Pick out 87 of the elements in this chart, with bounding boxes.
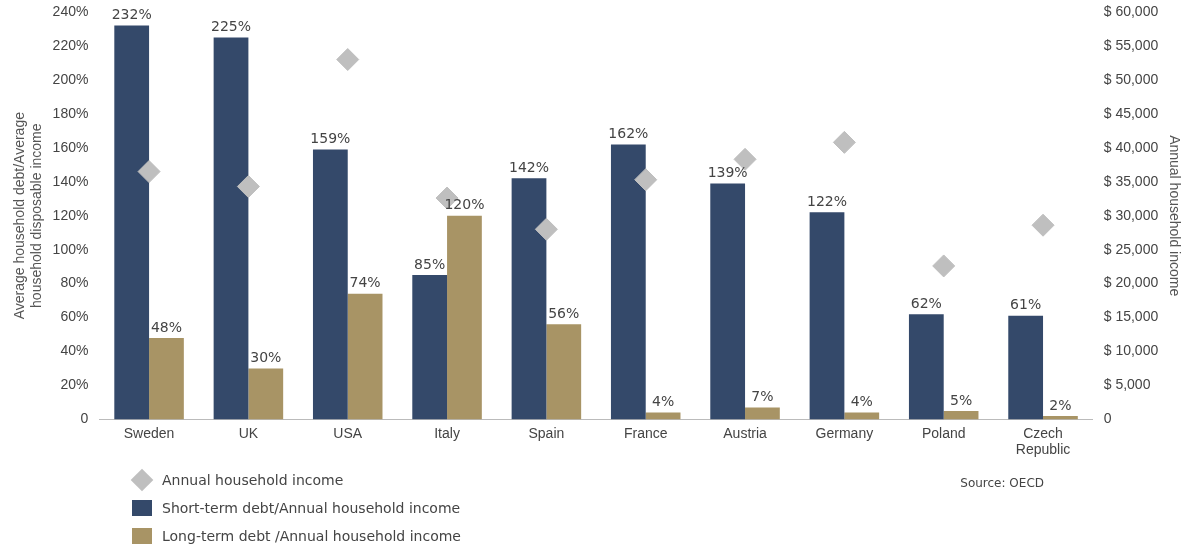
x-tick-label: Czech Republic	[1015, 424, 1071, 458]
y2-tick-label: $ 45,000	[1103, 104, 1159, 121]
y-axis-title: Average household debt/Average household disposable income	[11, 111, 45, 320]
x-tick-label: Austria	[723, 424, 768, 441]
data-label: 4%	[651, 393, 675, 410]
y-tick-label: 20%	[60, 376, 89, 393]
point	[932, 254, 956, 278]
data-label: 225%	[211, 18, 252, 35]
data-label: 139%	[707, 164, 748, 181]
legend-label: Long-term debt /Annual household income	[162, 528, 461, 544]
y2-tick-label: $ 60,000	[1103, 2, 1159, 19]
y2-tick-label: $ 25,000	[1103, 240, 1159, 257]
bar	[149, 337, 184, 420]
x-tick-label: Spain	[528, 424, 565, 441]
y2-axis-title: Annual household income	[1166, 135, 1183, 297]
bar	[1008, 315, 1044, 420]
y-tick-label: 100%	[52, 240, 89, 257]
bar	[943, 410, 979, 420]
data-label: 56%	[548, 304, 580, 321]
y-tick-label: 80%	[60, 274, 89, 291]
source-note: Source: OECD	[960, 476, 1044, 490]
y-tick-label: 40%	[60, 342, 89, 359]
y2-tick-label: $ 5,000	[1103, 376, 1151, 393]
bar	[546, 324, 582, 420]
x-tick-label: Germany	[815, 424, 874, 441]
bar	[610, 144, 646, 420]
y2-tick-label: $ 30,000	[1103, 206, 1159, 223]
y-tick-label: 200%	[52, 70, 89, 87]
y-tick-label: 220%	[52, 36, 89, 53]
bar	[745, 407, 780, 420]
data-label: 2%	[1049, 396, 1072, 413]
y2-tick-label: $ 40,000	[1103, 138, 1159, 155]
x-tick-label: UK	[238, 424, 259, 441]
x-tick-label: USA	[333, 424, 363, 441]
y-tick-label: 0	[80, 410, 89, 427]
bar	[248, 368, 284, 420]
bar	[710, 183, 746, 420]
y2-tick-label: $ 50,000	[1103, 70, 1159, 87]
y2-tick-label: $ 15,000	[1103, 308, 1159, 325]
bar	[447, 215, 482, 420]
point	[534, 217, 558, 241]
point	[137, 160, 161, 184]
y-tick-label: 240%	[52, 2, 89, 19]
bar	[213, 37, 249, 420]
y2-tick-label: $ 35,000	[1103, 172, 1159, 189]
data-label: 7%	[751, 388, 774, 405]
data-label: 74%	[349, 274, 381, 291]
point	[832, 130, 856, 154]
point	[236, 175, 260, 198]
bar	[347, 293, 383, 420]
data-label: 30%	[250, 349, 282, 366]
y-tick-label: 120%	[52, 206, 89, 223]
y-tick-label: 160%	[52, 138, 89, 155]
bar	[908, 314, 944, 420]
data-label: 85%	[414, 255, 446, 272]
y-tick-label: 180%	[52, 104, 89, 121]
x-tick-label: Poland	[921, 424, 966, 441]
data-label: 61%	[1010, 296, 1042, 313]
x-tick-label: Sweden	[123, 424, 175, 441]
y2-tick-label: $ 55,000	[1103, 36, 1159, 53]
y2-tick-label: 0	[1103, 410, 1112, 427]
data-label: 48%	[150, 318, 183, 335]
data-label: 232%	[111, 6, 152, 23]
data-label: 4%	[850, 393, 873, 410]
point	[1031, 213, 1055, 237]
point	[634, 168, 658, 192]
x-tick-label: France	[623, 424, 668, 441]
bar	[809, 212, 845, 420]
data-label: 159%	[310, 130, 351, 147]
y-tick-label: 140%	[52, 172, 89, 189]
bar	[412, 275, 448, 420]
data-label: 122%	[806, 192, 848, 209]
legend-label: Annual household income	[162, 472, 344, 488]
data-label: 162%	[608, 125, 649, 142]
data-label: 120%	[444, 196, 485, 213]
y2-tick-label: $ 10,000	[1103, 342, 1159, 359]
bar	[114, 25, 150, 420]
bar	[511, 178, 547, 420]
legend-label: Short-term debt/Annual household income	[162, 500, 461, 516]
x-tick-label: Italy	[434, 424, 460, 441]
point	[336, 48, 360, 72]
data-label: 62%	[910, 294, 942, 311]
data-label: 142%	[508, 159, 550, 175]
y-tick-label: 60%	[60, 308, 89, 325]
y2-tick-label: $ 20,000	[1103, 274, 1159, 291]
data-label: 5%	[949, 391, 973, 408]
bar	[312, 149, 348, 420]
